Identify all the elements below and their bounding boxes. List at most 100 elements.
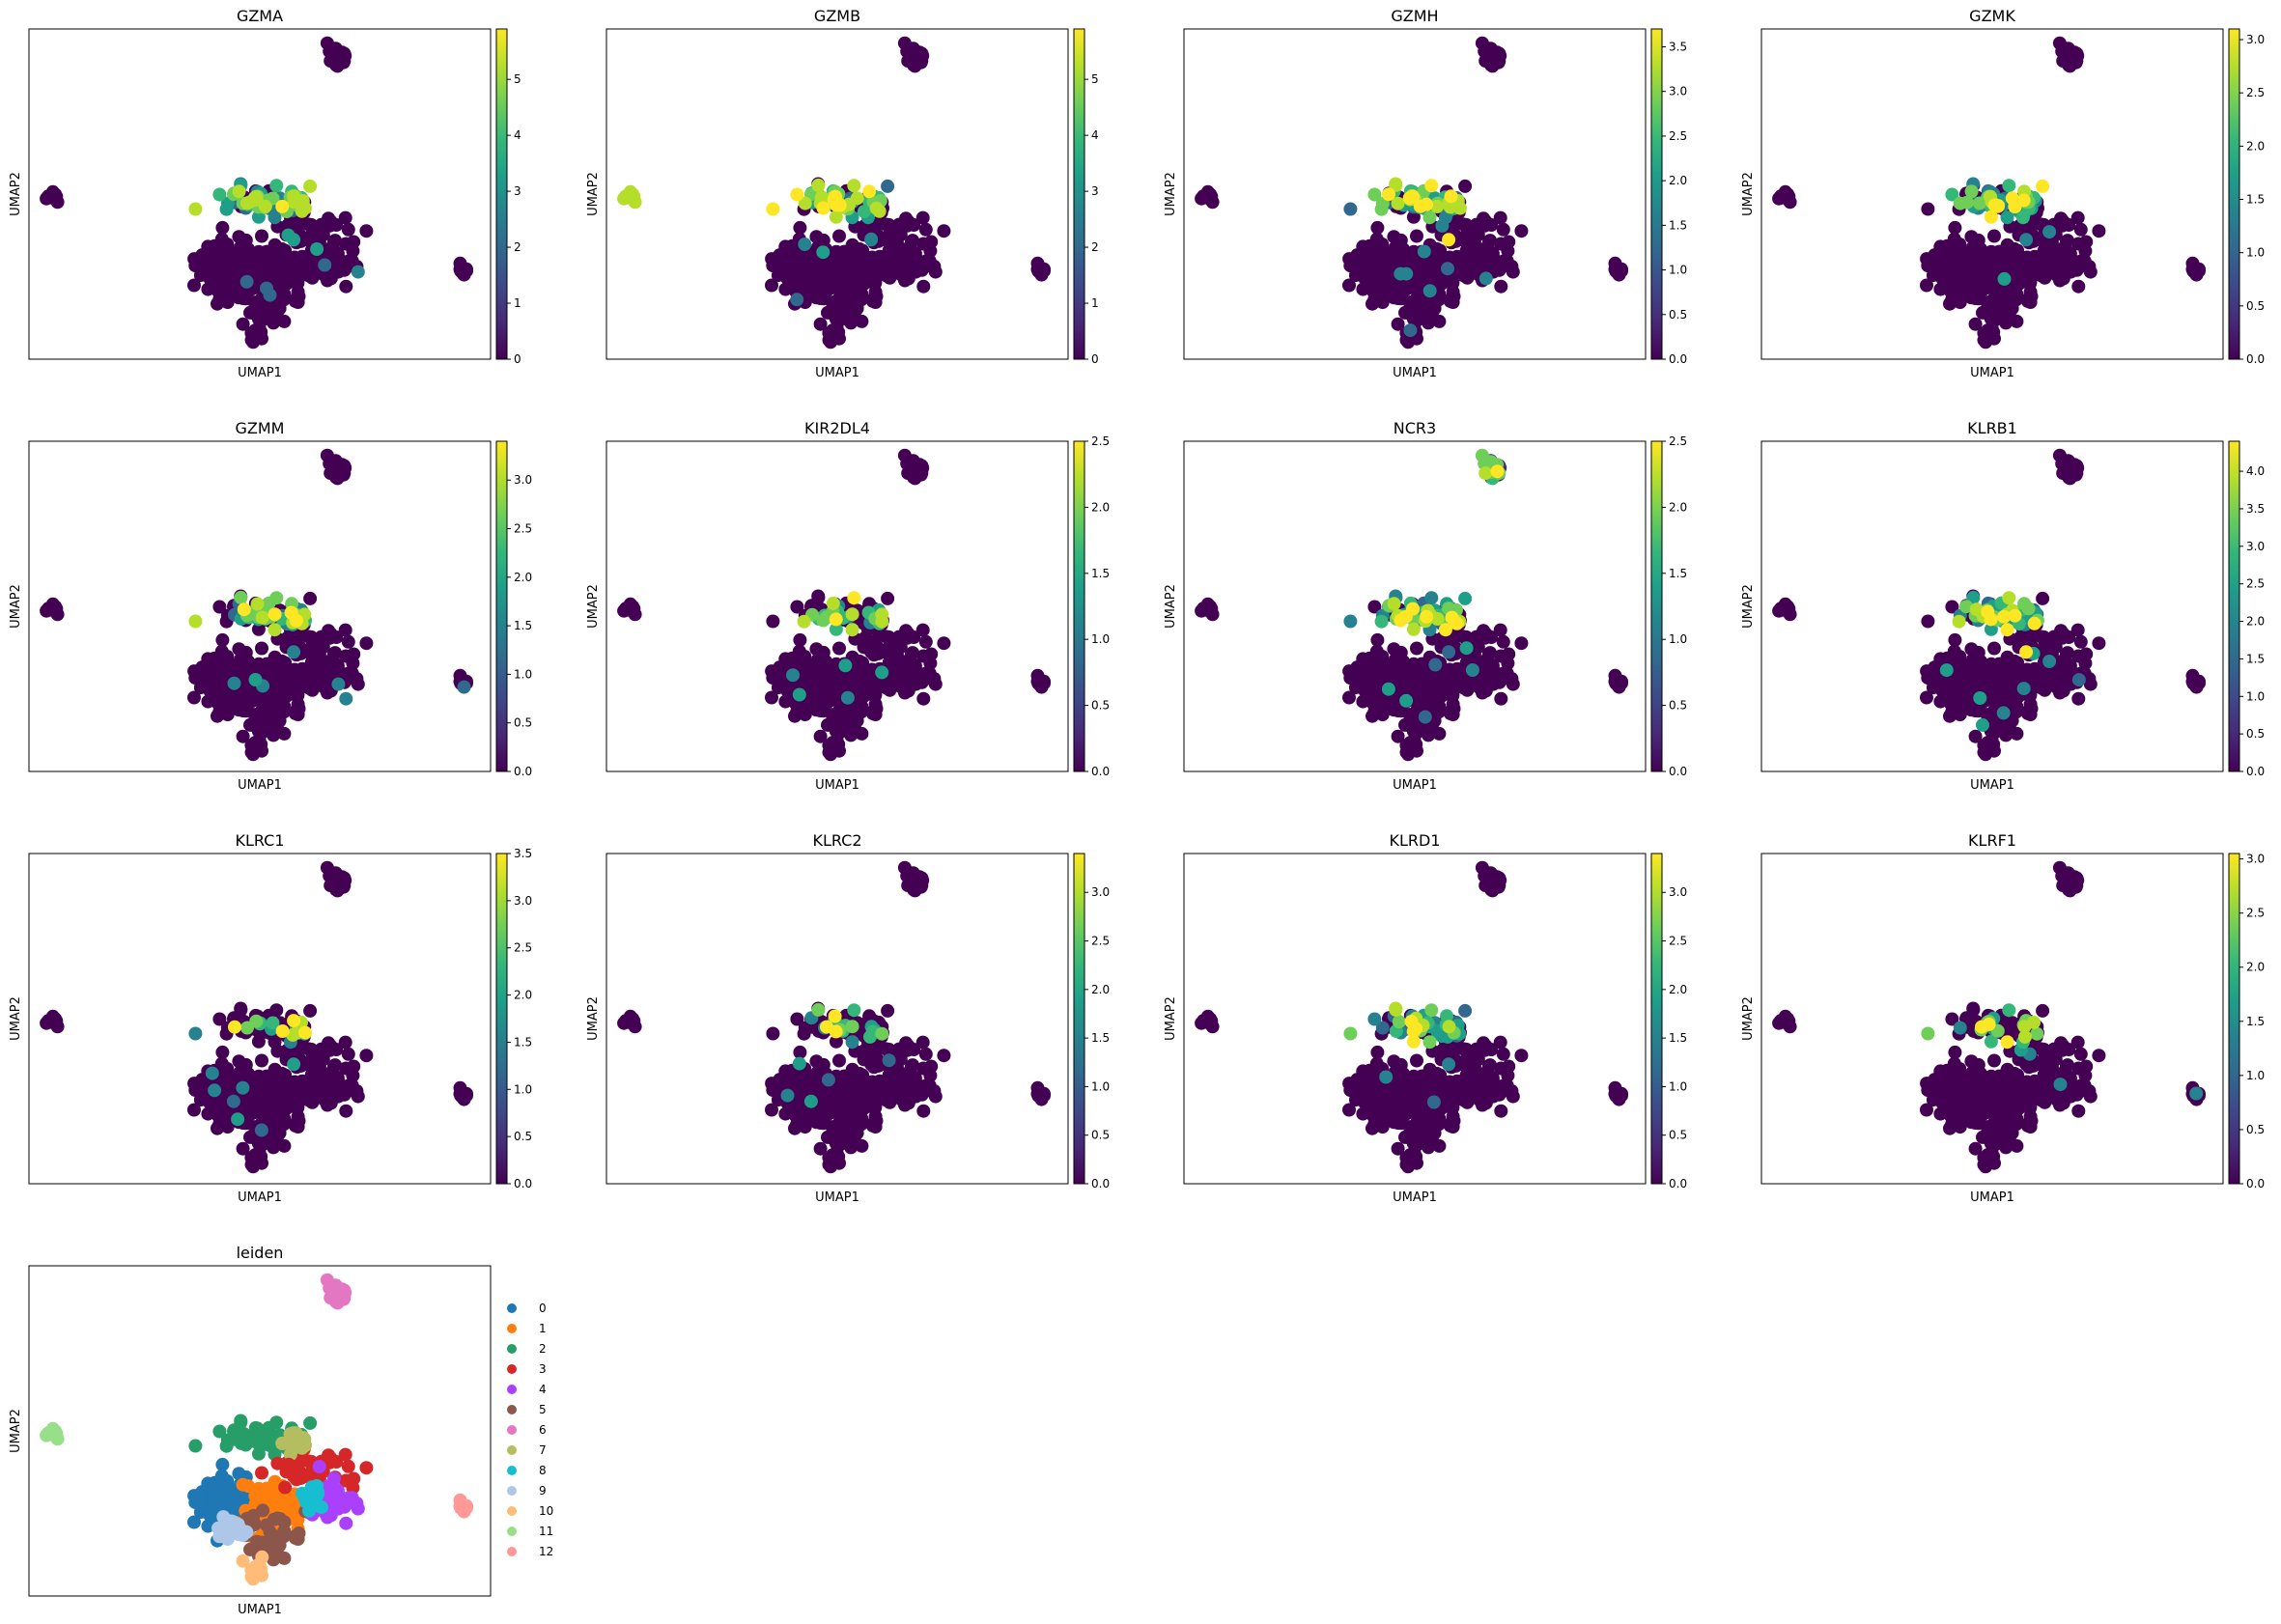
scatter-point (312, 635, 326, 649)
scatter-point (811, 178, 826, 192)
scatter-point (792, 687, 806, 702)
scatter-point (1478, 627, 1493, 641)
scatter-point (2035, 266, 2048, 281)
scatter-point (848, 274, 862, 289)
scatter-point (50, 195, 65, 210)
scatter-point (287, 195, 301, 210)
scatter-point (1457, 679, 1471, 693)
scatter-point (1494, 1104, 1508, 1118)
scatter-point (2011, 243, 2025, 258)
scatter-point (268, 210, 282, 225)
colorbar-tick-label: 1.5 (2246, 193, 2265, 207)
scatter-point (338, 210, 352, 225)
scatter-point (765, 278, 778, 293)
colorbar-tick-label: 2.0 (514, 571, 532, 584)
scatter-point (2027, 616, 2042, 630)
scatter-point (188, 1026, 203, 1041)
scatter-point (628, 1020, 642, 1034)
scatter-point (2000, 623, 2014, 637)
scatter-point (1514, 1049, 1529, 1063)
scatter-point (766, 1026, 780, 1041)
scatter-point (1394, 613, 1408, 628)
scatter-point (889, 223, 904, 237)
x-axis-label: UMAP1 (815, 778, 859, 793)
colorbar-tick-label: 2.5 (514, 941, 532, 955)
scatter-point (1496, 634, 1510, 649)
scatter-point (1205, 195, 1220, 210)
scatter-point (2092, 636, 2106, 651)
scatter-point (2016, 682, 2031, 696)
scatter-point (1943, 249, 1957, 264)
colorbar-tick-label: 1.5 (2246, 652, 2265, 665)
x-axis-label: UMAP1 (238, 366, 282, 380)
scatter-point (857, 1052, 871, 1067)
scatter-point (1977, 745, 1991, 760)
colorbar-tick-label: 5 (1091, 72, 1099, 86)
scatter-point (918, 222, 933, 237)
scatter-point (2030, 253, 2044, 267)
scatter-point (298, 1025, 312, 1040)
scatter-point (252, 657, 266, 671)
scatter-point (918, 1047, 933, 1061)
scatter-point (822, 1158, 836, 1172)
scatter-points (1195, 860, 1628, 1174)
scatter-point (1446, 708, 1460, 721)
scatter-point (830, 244, 843, 259)
scatter-point (187, 1103, 201, 1117)
scatter-point (1478, 466, 1493, 481)
scatter-point (1441, 1090, 1455, 1105)
scatter-point (2071, 691, 2086, 706)
scatter-point (208, 1083, 222, 1098)
scatter-point (254, 1123, 268, 1137)
scatter-point (255, 610, 269, 625)
scatter-point (1435, 218, 1450, 233)
colorbar-tick-label: 2.0 (1669, 174, 1687, 187)
colorbar-tick-label: 3.5 (514, 847, 532, 860)
scatter-point (315, 676, 328, 690)
scatter-points (617, 860, 1051, 1174)
scatter-point (1976, 717, 1989, 732)
scatter-point (252, 1069, 266, 1083)
scatter-point (1997, 609, 2012, 624)
scatter-point (850, 714, 864, 728)
colorbar-tick-label: 1.0 (1669, 632, 1687, 646)
scatter-point (324, 879, 338, 893)
scatter-point (2056, 627, 2070, 641)
colorbar-tick-label: 4.0 (2246, 464, 2265, 478)
scatter-point (628, 195, 642, 210)
scatter-point (324, 627, 338, 641)
scatter-point (928, 265, 943, 279)
y-axis-label: UMAP2 (586, 584, 601, 629)
scatter-point (881, 179, 895, 193)
scatter-point (798, 650, 812, 663)
scatter-point (875, 1078, 889, 1092)
scatter-point (291, 1120, 305, 1134)
scatter-point (287, 1057, 301, 1072)
scatter-point (2036, 591, 2050, 605)
scatter-point (2073, 222, 2088, 237)
scatter-point (269, 179, 284, 193)
colorbar-tick-label: 0.0 (1091, 765, 1110, 778)
scatter-point (2008, 200, 2022, 213)
colorbar-tick-label: 0.5 (514, 716, 532, 730)
colorbar-tick-label: 0.0 (514, 765, 532, 778)
scatter-point (310, 242, 324, 256)
scatter-point (880, 1091, 893, 1106)
scatter-point (240, 196, 254, 210)
scatter-point (1952, 614, 1966, 629)
colorbar-tick-label: 1.5 (1091, 1031, 1110, 1045)
scatter-points (1195, 448, 1628, 762)
scatter-point (1458, 591, 1473, 605)
scatter-point (1394, 266, 1408, 281)
scatter-point (232, 230, 246, 244)
scatter-point (269, 591, 284, 605)
scatter-point (1032, 1086, 1047, 1100)
scatter-point (1446, 295, 1460, 309)
scatter-point (1410, 641, 1423, 656)
scatter-point (211, 284, 225, 298)
scatter-point (850, 301, 864, 316)
scatter-point (822, 745, 836, 760)
panel-title: GZMA (237, 7, 283, 25)
